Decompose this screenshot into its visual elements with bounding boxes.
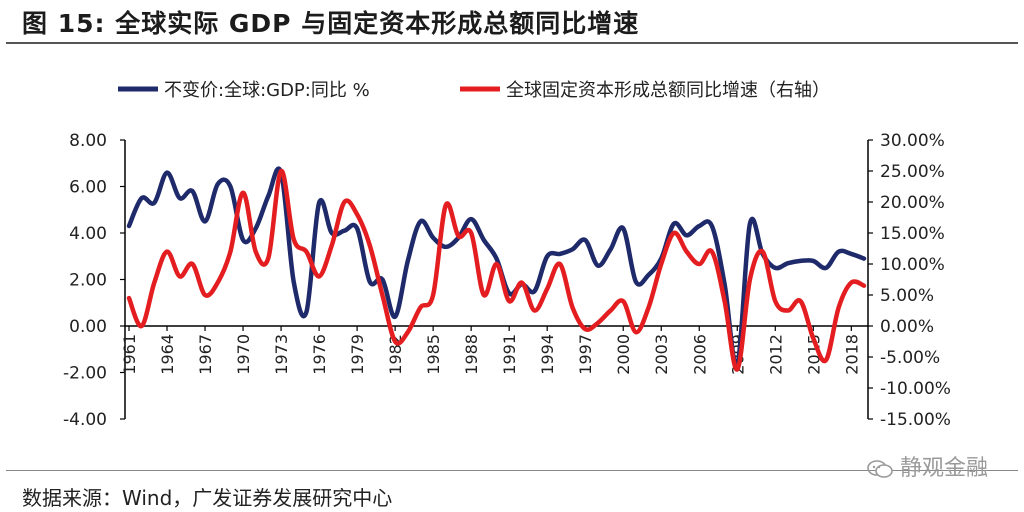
x-tick-label: 1970 — [234, 334, 253, 375]
x-tick-label: 1967 — [196, 334, 215, 375]
left-tick-label: 6.00 — [69, 178, 107, 198]
x-tick-label: 1964 — [158, 334, 177, 375]
left-axis-ticks: 8.00 6.00 4.00 2.00 0.00 -2.00 -4.00 — [63, 131, 125, 430]
x-tick-label: 1979 — [348, 334, 367, 375]
x-tick-label: 2000 — [614, 334, 633, 375]
legend: 不变价:全球:GDP:同比 % 全球固定资本形成总额同比增速（右轴） — [118, 80, 830, 101]
x-tick-label: 1985 — [424, 334, 443, 375]
right-tick-label: 10.00% — [880, 255, 945, 275]
x-tick-label: 1973 — [272, 334, 291, 375]
right-tick-label: -5.00% — [880, 348, 940, 368]
left-tick-label: -4.00 — [63, 410, 107, 430]
right-tick-label: -10.00% — [880, 379, 951, 399]
left-tick-label: -2.00 — [63, 364, 107, 384]
data-source-note: 数据来源：Wind，广发证券发展研究中心 — [22, 486, 393, 510]
axes — [124, 140, 869, 419]
chart-title: 图 15: 全球实际 GDP 与固定资本形成总额同比增速 — [22, 9, 640, 38]
x-tick-label: 1991 — [500, 334, 519, 375]
legend-label-gdp: 不变价:全球:GDP:同比 % — [164, 80, 370, 101]
watermark-text: 静观金融 — [899, 456, 988, 481]
right-tick-label: 30.00% — [880, 131, 945, 151]
right-tick-label: 20.00% — [880, 193, 945, 213]
x-tick-label: 1976 — [310, 334, 329, 375]
series-lines — [126, 166, 867, 372]
right-tick-label: 5.00% — [880, 286, 934, 306]
x-tick-label: 1994 — [538, 334, 557, 375]
left-tick-label: 8.00 — [69, 131, 107, 151]
title-divider — [6, 42, 1018, 44]
right-axis-ticks: 30.00% 25.00% 20.00% 15.00% 10.00% 5.00% 0.00%… — [868, 131, 951, 430]
series-line-gdp — [126, 166, 867, 369]
x-tick-label: 2006 — [690, 334, 709, 375]
x-tick-label: 1988 — [462, 334, 481, 375]
x-axis-ticks: 1961 1964 1967 1970 1973 1976 1979 1982 1985 1988… — [120, 326, 861, 375]
x-tick-label: 2003 — [652, 334, 671, 375]
line-chart: 不变价:全球:GDP:同比 % 全球固定资本形成总额同比增速（右轴） 8.00 6… — [63, 80, 951, 430]
x-tick-label: 2018 — [842, 334, 861, 375]
left-tick-label: 0.00 — [69, 317, 107, 337]
series-line-capital-formation — [126, 168, 867, 372]
x-tick-label: 1961 — [120, 334, 139, 375]
wechat-icon — [867, 460, 893, 478]
watermark: 静观金融 — [866, 450, 988, 482]
left-tick-label: 2.00 — [69, 271, 107, 291]
footer-divider — [6, 470, 1018, 471]
right-tick-label: -15.00% — [880, 410, 951, 430]
x-tick-label: 2012 — [766, 334, 785, 375]
right-tick-label: 15.00% — [880, 224, 945, 244]
legend-label-capital-formation: 全球固定资本形成总额同比增速（右轴） — [506, 80, 830, 101]
right-tick-label: 0.00% — [880, 317, 934, 337]
right-tick-label: 25.00% — [880, 162, 945, 182]
x-tick-label: 2015 — [804, 334, 823, 375]
left-tick-label: 4.00 — [69, 224, 107, 244]
x-tick-label: 1997 — [576, 334, 595, 375]
